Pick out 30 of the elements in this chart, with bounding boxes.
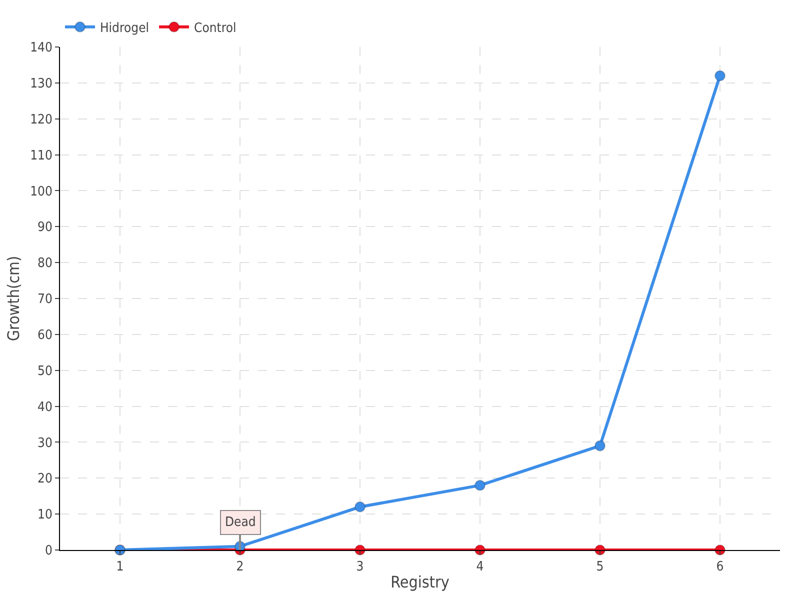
y-tick-label: 130: [30, 76, 52, 92]
point: [714, 70, 726, 82]
legend-label: Control: [194, 20, 236, 36]
point: [474, 480, 486, 491]
y-tick-label: 120: [30, 112, 52, 128]
y-tick-label: 10: [38, 508, 52, 523]
y-tick-label: 90: [38, 220, 52, 236]
y-tick-label: 60: [38, 328, 52, 343]
y-tick-label: 30: [38, 436, 52, 451]
x-tick-label: 5: [596, 560, 604, 575]
y-tick-label: 70: [38, 292, 52, 308]
x-tick-label: 1: [116, 560, 124, 575]
y-tick-label: 80: [38, 256, 52, 272]
y-tick-label: 20: [38, 472, 52, 487]
x-axis-title: Registry: [390, 572, 450, 592]
x-tick-label: 3: [356, 560, 364, 575]
x-tick-label: 6: [716, 560, 724, 575]
annotation: Dead: [225, 515, 256, 530]
y-tick-label: 140: [30, 40, 52, 56]
y-tick-label: 0: [44, 544, 52, 559]
x-tick-label: 2: [236, 560, 244, 575]
point: [594, 440, 606, 452]
point: [354, 501, 366, 512]
y-axis-title: Growth(cm): [4, 256, 23, 342]
y-tick-label: 110: [30, 148, 52, 164]
y-tick-label: 40: [38, 400, 52, 415]
y-tick-label: 100: [30, 184, 52, 200]
legend-label: Hidrogel: [100, 20, 150, 36]
y-tick-label: 50: [38, 364, 52, 379]
x-tick-label: 4: [476, 560, 484, 575]
